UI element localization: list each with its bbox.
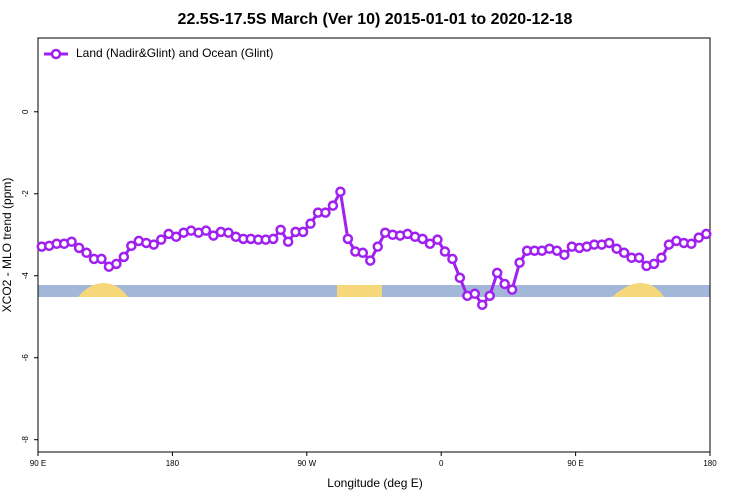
legend-label: Land (Nadir&Glint) and Ocean (Glint) — [76, 46, 273, 60]
data-point — [200, 225, 212, 236]
data-point — [648, 258, 660, 270]
data-point — [327, 200, 339, 211]
data-point — [148, 239, 159, 250]
data-point — [559, 249, 570, 261]
y-axis-label: XCO2 - MLO trend (ppm) — [0, 178, 14, 313]
land-ocean-strip — [38, 283, 710, 297]
y-tick-label: -8 — [21, 436, 30, 444]
data-point — [499, 278, 510, 290]
data-point — [477, 299, 488, 311]
x-tick-label: 90 W — [297, 459, 316, 468]
x-tick-label: 180 — [166, 459, 180, 468]
data-point — [320, 207, 331, 218]
data-point — [484, 290, 495, 302]
data-point — [96, 253, 107, 265]
data-point — [282, 236, 294, 247]
data-point — [424, 238, 436, 250]
data-point — [365, 255, 376, 266]
chart-title: 22.5S-17.5S March (Ver 10) 2015-01-01 to… — [178, 11, 573, 28]
y-tick-label: -4 — [21, 272, 30, 280]
legend-marker — [50, 48, 62, 60]
land-patch — [612, 283, 664, 297]
data-point — [686, 238, 697, 250]
data-point — [633, 252, 645, 263]
data-point — [81, 247, 92, 259]
x-tick-label: 0 — [439, 459, 444, 468]
data-point — [603, 237, 615, 249]
data-point — [126, 240, 137, 252]
data-point — [514, 257, 525, 268]
y-tick-label: 0 — [21, 109, 30, 114]
data-point — [454, 272, 466, 284]
data-point — [297, 226, 309, 238]
data-point — [618, 247, 630, 259]
x-tick-label: 180 — [703, 459, 717, 468]
data-point — [155, 234, 167, 245]
data-point — [111, 258, 122, 270]
data-point — [432, 234, 443, 245]
data-point — [469, 288, 481, 300]
y-tick-label: -6 — [21, 354, 30, 362]
data-point — [170, 231, 182, 243]
land-patch — [78, 283, 128, 297]
data-point — [611, 243, 622, 254]
data-point — [447, 253, 458, 265]
x-tick-label: 90 E — [30, 459, 46, 468]
data-point — [267, 233, 279, 245]
x-tick-label: 90 E — [567, 459, 583, 468]
x-axis-label: Longitude (deg E) — [327, 476, 422, 490]
data-point — [506, 284, 518, 295]
data-point — [118, 251, 130, 263]
data-point — [342, 233, 354, 245]
data-point — [73, 242, 85, 254]
data-point — [417, 233, 428, 245]
data-point — [439, 246, 451, 257]
data-point — [491, 267, 503, 279]
data-point — [357, 247, 369, 259]
data-point — [305, 218, 316, 229]
data-point — [335, 186, 346, 197]
y-tick-label: -2 — [21, 190, 30, 198]
land-patch — [337, 285, 382, 297]
data-point — [701, 228, 712, 240]
data-point — [275, 224, 286, 236]
data-point — [372, 241, 383, 252]
data-point — [66, 236, 77, 247]
data-point — [551, 245, 563, 256]
data-point — [223, 227, 234, 238]
data-point — [656, 252, 667, 263]
